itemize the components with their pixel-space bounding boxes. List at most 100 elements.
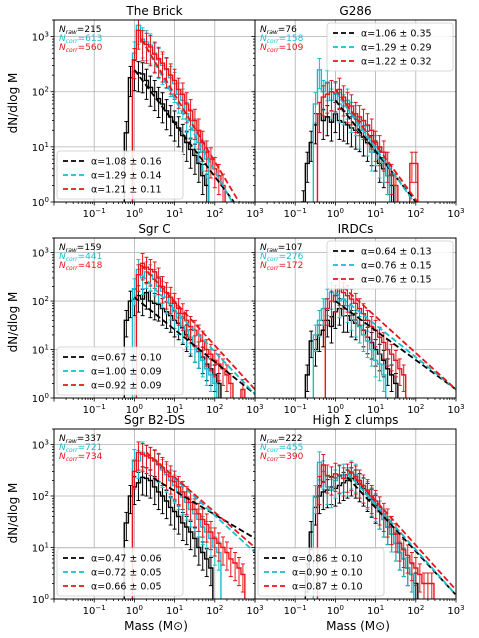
legend-label-corr-red: α=0.66 ± 0.05 bbox=[91, 582, 162, 593]
x-axis-label-right: Mass (M⊙) bbox=[326, 619, 390, 633]
y-tick-label: 103 bbox=[32, 31, 49, 44]
data-layer bbox=[123, 20, 240, 202]
legend-label-raw: α=0.86 ± 0.10 bbox=[292, 554, 363, 565]
x-tick-label: 102 bbox=[206, 604, 223, 617]
legend-box bbox=[56, 346, 184, 396]
y-tick-label: 100 bbox=[32, 392, 49, 405]
count-raw: Nraw=107 bbox=[260, 243, 303, 254]
count-corr-red: Ncorr=109 bbox=[260, 43, 304, 54]
y-tick-label: 102 bbox=[32, 490, 49, 503]
x-axis-label-left: Mass (M⊙) bbox=[124, 619, 188, 633]
data-layer bbox=[300, 58, 419, 202]
ticks bbox=[251, 237, 457, 402]
x-tick-label: 101 bbox=[166, 604, 183, 617]
axes-frame bbox=[254, 19, 457, 203]
panel-4: 10−1 100 101 102 103 100 101 102 103 Sgr B2-DS Nra… bbox=[32, 413, 264, 617]
panel-group: 10−1 100 101 102 103 100 101 102 103 The Brick Nra… bbox=[32, 4, 465, 617]
legend: α=0.47 ± 0.06 α=0.72 ± 0.05 α=0.66 ± 0.05 bbox=[56, 547, 184, 597]
x-tick-label: 103 bbox=[447, 604, 464, 617]
y-tick-label: 101 bbox=[32, 542, 49, 555]
y-tick-label: 100 bbox=[32, 593, 49, 606]
legend-box bbox=[257, 547, 385, 597]
count-raw: Nraw=337 bbox=[59, 434, 102, 445]
fit-line-corr-red bbox=[145, 451, 255, 549]
count-corr-cyan: Ncorr=721 bbox=[59, 443, 102, 454]
x-tick-label: 101 bbox=[367, 403, 384, 416]
histogram-corr-cyan bbox=[312, 291, 387, 398]
y-axis-label-middle: dN/dlog M bbox=[6, 292, 20, 353]
fit-line-raw bbox=[334, 99, 417, 202]
x-tick-label: 10−1 bbox=[284, 207, 307, 220]
fit-line-corr-red bbox=[140, 264, 255, 391]
legend-label-corr-cyan: α=1.00 ± 0.09 bbox=[91, 367, 162, 378]
x-tick-label: 102 bbox=[407, 403, 424, 416]
panel-title: IRDCs bbox=[338, 222, 374, 236]
ticks bbox=[50, 237, 256, 402]
fit-line-corr-cyan bbox=[346, 472, 456, 596]
count-raw: Nraw=159 bbox=[59, 243, 102, 254]
y-axis-label-bottom: dN/dlog M bbox=[6, 483, 20, 544]
y-tick-label: 102 bbox=[32, 295, 49, 308]
count-corr-cyan: Ncorr=276 bbox=[260, 252, 304, 263]
panel-0: 10−1 100 101 102 103 100 101 102 103 The Brick Nra… bbox=[32, 4, 264, 220]
x-tick-label: 103 bbox=[246, 403, 263, 416]
panel-2: 10−1 100 101 102 103 100 101 102 103 Sgr C Nraw=15… bbox=[32, 222, 264, 416]
x-tick-label: 10−1 bbox=[284, 403, 307, 416]
x-tick-label: 101 bbox=[367, 604, 384, 617]
legend-box bbox=[326, 240, 454, 290]
legend-box bbox=[326, 22, 454, 72]
data-layer bbox=[123, 252, 255, 398]
fit-line-corr-red bbox=[341, 285, 456, 391]
ticks bbox=[50, 428, 256, 603]
count-corr-cyan: Ncorr=455 bbox=[260, 443, 303, 454]
count-corr-red: Ncorr=172 bbox=[260, 261, 303, 272]
x-tick-label: 102 bbox=[206, 403, 223, 416]
legend: α=0.86 ± 0.10 α=0.90 ± 0.10 α=0.87 ± 0.10 bbox=[257, 547, 385, 597]
fit-line-corr-cyan bbox=[334, 91, 415, 202]
panel-1: 10−1 100 101 102 103 G286 Nraw=76Ncorr=158Ncor… bbox=[251, 4, 465, 220]
error-bars-corr-red bbox=[317, 453, 434, 599]
legend-label-corr-red: α=1.21 ± 0.11 bbox=[91, 185, 162, 196]
ticks bbox=[251, 19, 457, 206]
x-tick-label: 100 bbox=[126, 403, 143, 416]
panel-title: High Σ clumps bbox=[313, 413, 399, 427]
x-tick-label: 100 bbox=[327, 207, 344, 220]
fit-line-raw bbox=[153, 477, 255, 540]
x-tick-label: 100 bbox=[327, 604, 344, 617]
legend-label-raw: α=0.67 ± 0.10 bbox=[91, 353, 162, 364]
x-tick-label: 10−1 bbox=[83, 403, 106, 416]
legend-label-corr-cyan: α=0.76 ± 0.15 bbox=[361, 261, 432, 272]
panel-title: Sgr C bbox=[138, 222, 170, 236]
legend-label-corr-cyan: α=0.72 ± 0.05 bbox=[91, 568, 162, 579]
panel-title: The Brick bbox=[125, 4, 182, 18]
legend-label-raw: α=1.06 ± 0.35 bbox=[361, 29, 432, 40]
error-bars-corr-red bbox=[132, 20, 226, 202]
ticks bbox=[251, 428, 457, 603]
legend-label-corr-cyan: α=0.90 ± 0.10 bbox=[292, 568, 363, 579]
legend-label-corr-red: α=0.76 ± 0.15 bbox=[361, 275, 432, 286]
x-tick-label: 101 bbox=[166, 207, 183, 220]
count-corr-red: Ncorr=560 bbox=[59, 43, 103, 54]
x-tick-label: 102 bbox=[407, 207, 424, 220]
fit-line-raw bbox=[334, 300, 456, 391]
panel-title: G286 bbox=[339, 4, 371, 18]
fit-line-raw bbox=[133, 69, 235, 202]
x-tick-label: 101 bbox=[367, 207, 384, 220]
x-tick-label: 100 bbox=[327, 403, 344, 416]
count-corr-red: Ncorr=734 bbox=[59, 452, 103, 463]
x-tick-label: 102 bbox=[407, 604, 424, 617]
x-tick-label: 103 bbox=[447, 403, 464, 416]
x-tick-label: 103 bbox=[246, 207, 263, 220]
error-bars-corr-cyan bbox=[313, 58, 390, 196]
fit-line-corr-cyan bbox=[334, 291, 456, 391]
legend-label-raw: α=1.08 ± 0.16 bbox=[91, 157, 162, 168]
data-layer bbox=[304, 451, 456, 599]
x-tick-label: 100 bbox=[126, 604, 143, 617]
